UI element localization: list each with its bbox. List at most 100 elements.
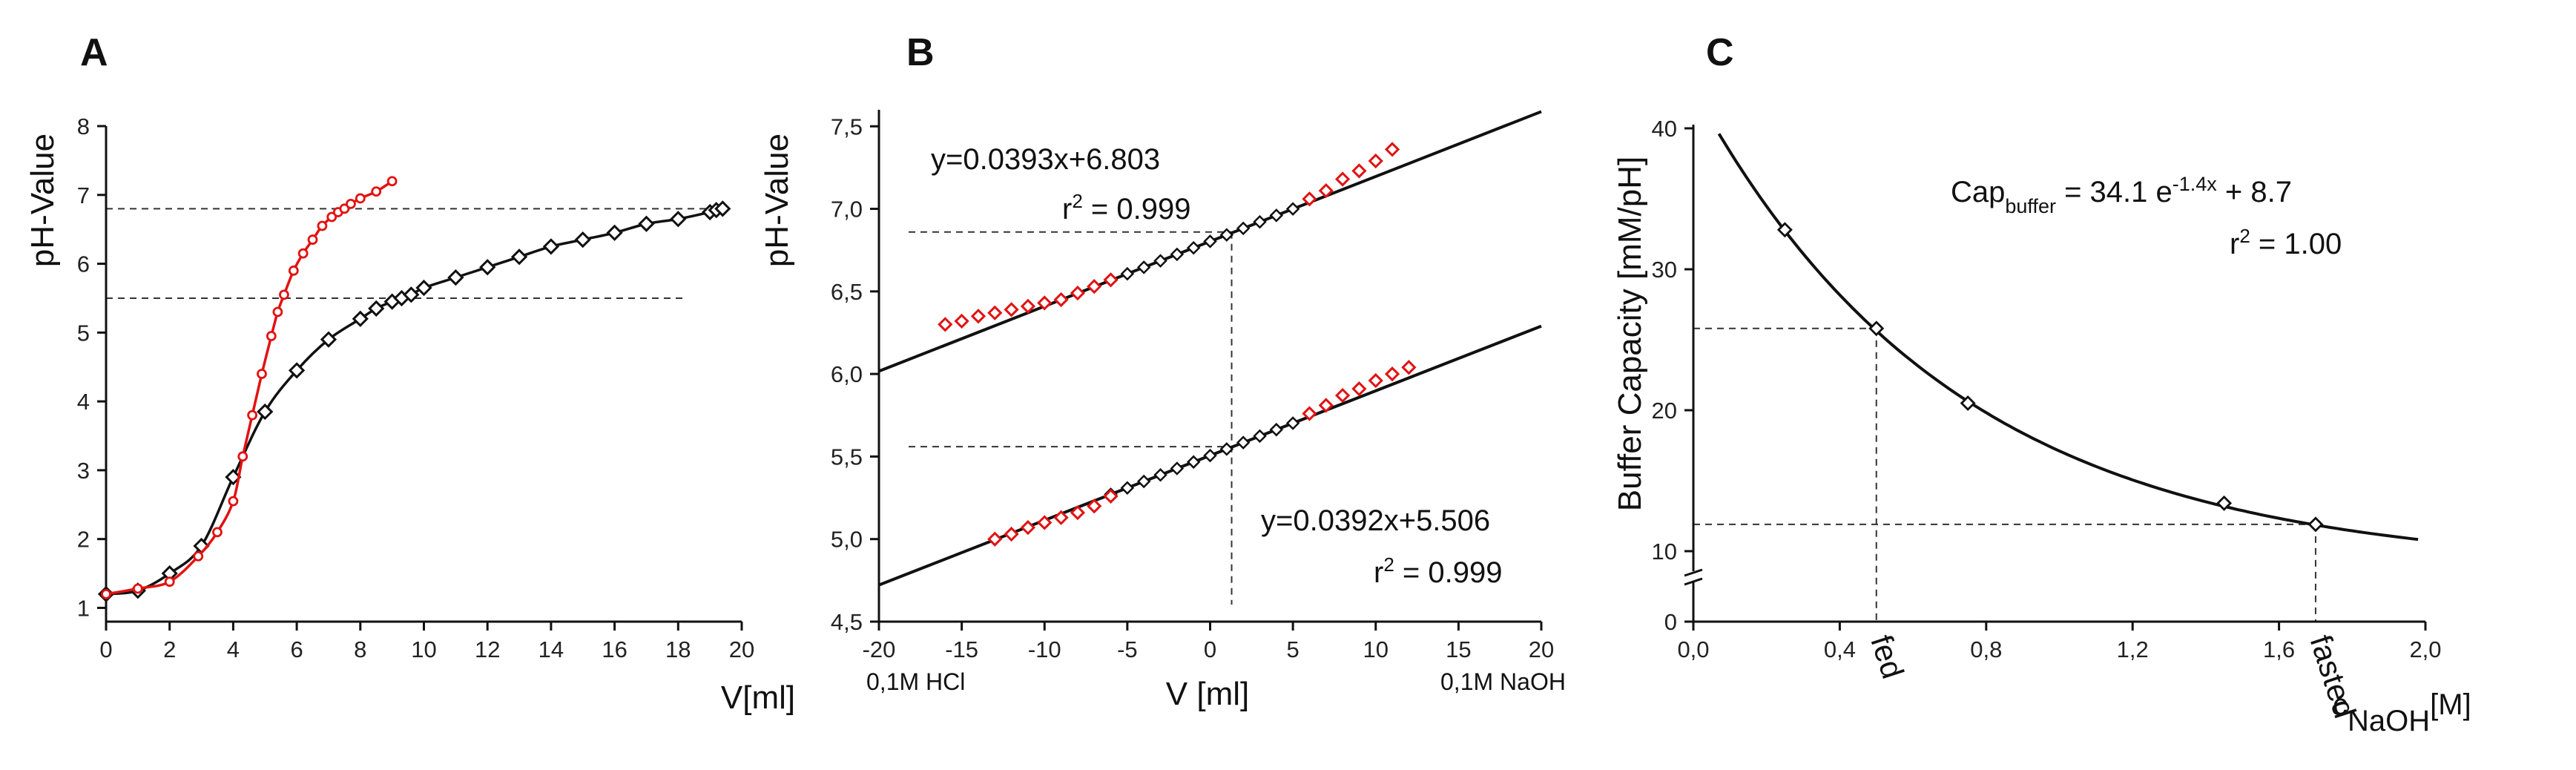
panel-c-eq-exp: -1.4x [2173,173,2218,195]
panel-b-lower-red-point [1087,498,1102,514]
panel-b-lower-red-point [1368,372,1383,389]
panel-b-lower-red-point [1037,515,1053,530]
panel-a-reference-lines [106,208,716,299]
panel-b-upper-red-point [1053,292,1069,308]
panel-b-upper-black-point [1136,260,1151,274]
panel-c-ylabel: Buffer Capacity [mM/pH] [1612,157,1648,511]
panel-c-r2: r2 = 1.00 [2230,225,2342,260]
panel-a-x-tick-label: 14 [538,636,564,662]
panel-a-ylabel: pH-Value [24,134,61,267]
panel-b-x-tick-label: 20 [1529,636,1554,662]
panel-b-lower-black-point [1269,422,1284,437]
panel-c-point [2307,516,2324,533]
panel-c-y-tick-label: 10 [1652,539,1677,565]
panel-b-x-tick-label: -5 [1117,636,1138,662]
panel-b-upper-black-point [1219,228,1234,242]
panel-a-black-point [257,403,274,421]
panel-c-x-tick-label: 1,6 [2263,636,2295,662]
panel-b: B pH-Value V [ml] 0,1M HCl 0,1M NaOH -20… [759,31,1566,712]
panel-a-red-line [105,180,393,596]
panel-c-points [1776,222,2324,533]
panel-c-r2-value: = 1.00 [2250,228,2342,260]
panel-a-y-tick-label: 3 [77,458,90,484]
panel-a-label: A [80,31,108,74]
panel-a-x-tick-label: 4 [227,636,240,662]
panel-b-x-tick-label: 10 [1363,636,1389,662]
panel-a-red-point [257,369,267,379]
panel-b-xlabel-hcl: 0,1M HCl [866,668,965,695]
panel-a-y-tick-label: 7 [77,182,90,208]
panel-b-upper-red-point [1318,182,1334,199]
panel-a-red-point [193,550,204,562]
panel-a: A pH-Value V[ml] 0 2 4 6 8 10 12 14 16 18 20 12345… [24,31,795,716]
panel-c-x-tick-label: 0,8 [1970,636,2002,662]
panel-b-y-tick-label: 5,0 [831,527,863,553]
panel-b-lower-black-point [1236,435,1251,450]
panel-a-black-point [638,215,655,232]
panel-c-fit-path [1717,133,2419,542]
panel-c-y-ticks: 10 20 30 40 0 [1652,116,1693,635]
panel-b-lower-black-point [1120,481,1135,495]
panel-b-lower-black-point [1253,429,1267,444]
panel-c-x-tick-label: 2,0 [2409,636,2441,662]
panel-b-lower-r2: r2 = 0.999 [1374,553,1502,589]
panel-b-y-tick-label: 6,5 [831,279,863,305]
panel-a-x-tick-label: 6 [290,636,303,662]
panel-b-upper-red-point [1368,153,1383,169]
panel-b-lower-black-point [1186,455,1201,470]
panel-c-reference-lines [1693,327,2316,622]
panel-b-upper-red-point [1351,163,1367,179]
panel-b-lower-black-point [1285,416,1300,430]
panel-a-red-point [237,451,248,462]
panel-a-red-point [307,234,318,245]
panel-b-upper-black-point [1253,214,1267,229]
panel-a-x-tick-label: 18 [665,636,691,662]
panel-a-series [97,176,731,603]
panel-b-upper-red-point [1103,272,1119,288]
panel-a-red-point [279,289,289,300]
panel-b-lower-red-point [1070,504,1086,521]
panel-b-upper-red-point [987,305,1003,320]
panel-c-y-tick-label: 40 [1652,116,1677,142]
panel-a-y-tick-label: 6 [77,251,90,277]
panel-a-red-point [326,211,337,223]
panel-c-equation: Capbuffer = 34.1 e-1.4x + 8.7 [1951,173,2292,217]
panel-b-upper-red-point [1070,285,1086,301]
panel-a-y-tick-label: 1 [77,595,90,621]
panel-c-x-tick-label: 1,2 [2117,636,2149,662]
panel-c-xlabel-prefix: c [2333,688,2348,721]
panel-a-red-point [386,176,398,187]
panel-b-upper-red-point [938,317,953,332]
panel-b-upper-r2-label: r [1062,193,1072,226]
panel-b-x-tick-label: -20 [863,636,896,662]
panel-c-y-tick-label: 30 [1652,257,1677,283]
panel-c-xlabel-main: NaOH [2348,705,2430,737]
panel-b-lower-equation: y=0.0392x+5.506 [1261,504,1490,537]
panel-a-red-point [288,265,299,276]
panel-c-eq-tail: + 8.7 [2217,176,2292,208]
panel-a-black-point [479,259,496,276]
panel-b-xlabel-naoh: 0,1M NaOH [1440,668,1566,695]
panel-b-upper-equation: y=0.0393x+6.803 [931,143,1160,176]
panel-b-upper-black-point [1120,266,1135,281]
panel-b-x-ticks: -20 -15 -10 -5 0 5 10 15 20 [863,622,1554,662]
panel-c-label: C [1706,31,1734,74]
panel-c-x-tick-label: 0,4 [1824,636,1856,662]
panel-c-xlabel: cNaOH[M] [2333,688,2471,737]
panel-c-eq-sub: buffer [2005,195,2056,217]
panel-b-x-tick-label: 15 [1446,636,1471,662]
panel-b-lower-red-point [1384,366,1400,382]
panel-b-upper-red-point [970,309,986,324]
panel-b-upper-black-point [1285,202,1300,216]
panel-b-y-tick-label: 4,5 [831,609,863,635]
panel-a-red-point [247,409,258,421]
panel-c-eq-lhs: Cap [1951,176,2005,208]
panel-b-lower-red-point [1103,488,1119,504]
panel-c-annotation-fed: fed [1864,631,1911,682]
panel-b-lower-red-point [1334,387,1351,404]
panel-c-point [1776,222,1793,238]
panel-a-red-point [101,588,111,599]
panel-a-red-point [339,203,350,214]
panel-b-upper-black-point [1203,234,1217,249]
panel-c-point [2216,495,2233,511]
